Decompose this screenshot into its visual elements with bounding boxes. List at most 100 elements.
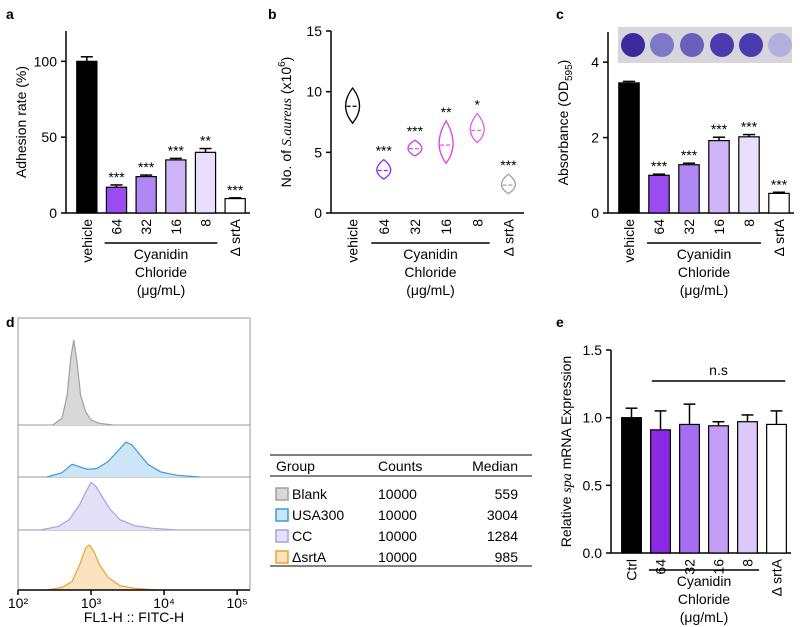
group-label: Cyanidin [677, 246, 731, 262]
y-axis-title: Relative spa mRNA Expression [558, 356, 575, 547]
group-label: Cyanidin [677, 573, 731, 589]
y-axis-title-part: No. of [278, 146, 294, 187]
legend-swatch [275, 508, 289, 522]
significance: *** [227, 182, 244, 198]
x-tick-label: vehicle [79, 219, 95, 263]
y-axis-title-part: Relative [558, 493, 574, 547]
table-header: Counts [378, 458, 422, 474]
significance: ** [441, 104, 452, 120]
significance: *** [711, 121, 728, 137]
table-cell: 985 [495, 549, 519, 565]
well-image [618, 27, 792, 63]
group-label: (μg/mL) [680, 609, 729, 625]
violin [376, 158, 392, 180]
panel-letter: a [6, 6, 14, 22]
bar [76, 60, 98, 214]
table-cell: 10000 [378, 507, 417, 523]
bar [621, 417, 642, 554]
table-cell: 1284 [487, 528, 518, 544]
x-tick-label: 10⁴ [153, 595, 175, 611]
x-tick-label: 32 [681, 219, 697, 235]
group-label: Chloride [678, 591, 730, 607]
bar [650, 429, 671, 554]
significance: *** [681, 147, 698, 163]
x-axis-title: FL1-H :: FITC-H [84, 609, 184, 625]
table-cell: 559 [495, 486, 519, 502]
histogram [39, 481, 177, 531]
y-tick-label: 2 [591, 130, 599, 146]
x-tick-label: 8 [740, 559, 756, 567]
x-tick-label: 8 [741, 219, 757, 227]
bar [135, 176, 157, 214]
y-tick-label: 15 [306, 23, 322, 39]
bar [737, 421, 758, 554]
x-tick-label: 64 [653, 559, 669, 575]
x-tick-label: 10² [8, 595, 29, 611]
x-tick-label: Δ srtA [500, 218, 516, 256]
bar [679, 423, 700, 554]
table-cell: 10000 [378, 528, 417, 544]
significance: *** [771, 176, 788, 192]
x-tick-label: 64 [376, 219, 392, 235]
group-label: Cyanidin [134, 246, 188, 262]
y-axis-title-part: S.aureus [280, 97, 295, 146]
x-tick-label: 32 [138, 219, 154, 235]
table-cell: Blank [292, 486, 328, 502]
histogram [52, 339, 114, 426]
well [710, 33, 734, 57]
y-axis-title-part: 6 [277, 61, 288, 67]
x-tick-label: 16 [438, 219, 454, 235]
x-tick-label: vehicle [621, 219, 637, 263]
significance: *** [651, 158, 668, 174]
well [739, 33, 763, 57]
violin [344, 86, 361, 125]
y-tick-label: 100 [34, 53, 58, 69]
x-tick-label: 64 [651, 219, 667, 235]
panel-letter: e [556, 314, 564, 330]
table-cell: 10000 [378, 486, 417, 502]
x-tick-label: vehicle [345, 219, 361, 263]
x-tick-label: 64 [109, 219, 125, 235]
panel-letter: d [6, 314, 15, 330]
panel-letter: b [268, 6, 277, 22]
y-tick-label: 10 [306, 84, 322, 100]
significance: *** [376, 143, 393, 159]
group-label: (μg/mL) [137, 282, 186, 298]
bar [105, 186, 128, 214]
bar [766, 423, 787, 554]
bar [678, 164, 700, 214]
y-axis-title-part: (x10 [278, 67, 294, 98]
y-tick-label: 0 [591, 205, 599, 221]
legend-swatch [275, 487, 289, 501]
group-label: (μg/mL) [406, 282, 455, 298]
table-cell: 10000 [378, 549, 417, 565]
bar [224, 197, 246, 214]
x-tick-label: 32 [407, 219, 423, 235]
bar [648, 174, 670, 214]
y-axis-title-part: ) [278, 57, 294, 62]
legend-swatch [275, 550, 289, 564]
bar [165, 159, 187, 214]
y-axis-title-part: mRNA Expression [558, 356, 574, 473]
y-tick-label: 50 [41, 129, 57, 145]
histogram [46, 544, 158, 591]
y-axis-title-part: Adhesion rate (%) [13, 66, 29, 178]
significance: *** [108, 169, 125, 185]
group-label: Chloride [404, 264, 456, 280]
table-cell: CC [292, 528, 312, 544]
well [650, 33, 674, 57]
y-axis-title: Adhesion rate (%) [13, 66, 29, 178]
well [680, 33, 704, 57]
significance: *** [168, 142, 185, 158]
x-tick-label: 16 [168, 219, 184, 235]
bar [708, 140, 730, 214]
significance: *** [138, 159, 155, 175]
y-axis-title-part: ) [555, 60, 571, 65]
x-tick-label: Ctrl [624, 559, 640, 581]
violin [500, 173, 517, 195]
bar [738, 136, 760, 214]
legend-swatch [275, 529, 289, 543]
x-tick-label: 10³ [81, 595, 102, 611]
x-tick-label: 8 [469, 219, 485, 227]
